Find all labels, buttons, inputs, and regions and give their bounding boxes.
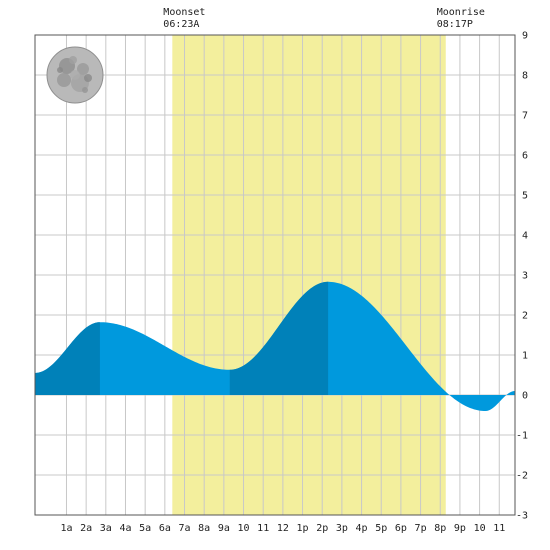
y-tick-label: 3	[522, 271, 528, 282]
moon-event-title: Moonrise	[437, 7, 485, 18]
x-tick-label: 8a	[198, 523, 210, 534]
tide-area-dark-segment	[35, 322, 100, 395]
moon-crater	[84, 74, 92, 82]
x-tick-label: 7a	[178, 523, 190, 534]
x-tick-label: 4p	[356, 523, 368, 534]
tide-area	[35, 281, 515, 411]
x-tick-label: 10	[474, 523, 486, 534]
x-tick-label: 2a	[80, 523, 92, 534]
y-tick-label: 1	[522, 351, 528, 362]
moon-crater	[77, 63, 89, 75]
x-tick-label: 4a	[119, 523, 131, 534]
moon-event-title: Moonset	[163, 7, 205, 18]
y-tick-label: 9	[522, 31, 528, 42]
moon-crater	[70, 70, 80, 80]
full-moon-icon	[46, 46, 104, 104]
y-tick-label: 6	[522, 151, 528, 162]
moon-event-time: 06:23A	[163, 19, 199, 30]
y-tick-label: -3	[516, 511, 528, 522]
moon-crater	[57, 73, 71, 87]
x-tick-label: 3p	[336, 523, 348, 534]
x-axis-labels: 1a 2a 3a 4a 5a 6a 7a 8a 9a 10 11 12 1p 2p 3p 4p 5p 6p 7p 8p…	[60, 523, 505, 534]
x-tick-label: 6p	[395, 523, 407, 534]
x-tick-label: 11	[493, 523, 505, 534]
x-tick-label: 5p	[375, 523, 387, 534]
y-tick-label: 0	[522, 391, 528, 402]
moon-event-time: 08:17P	[437, 19, 473, 30]
moon-crater	[69, 56, 77, 64]
x-tick-label: 6a	[159, 523, 171, 534]
plot-frame	[34, 34, 516, 516]
x-tick-label: 2p	[316, 523, 328, 534]
y-tick-label: 8	[522, 71, 528, 82]
y-tick-label: -1	[516, 431, 528, 442]
x-tick-label: 9p	[454, 523, 466, 534]
moon-crater	[57, 67, 63, 73]
x-tick-label: 1a	[60, 523, 72, 534]
x-tick-label: 8p	[434, 523, 446, 534]
x-tick-label: 11	[257, 523, 269, 534]
y-tick-label: -2	[516, 471, 528, 482]
y-tick-label: 7	[522, 111, 528, 122]
y-axis-labels: -3 -2 -1 0 1 2 3 4 5 6 7 8 9	[516, 31, 528, 522]
x-tick-label: 7p	[415, 523, 427, 534]
x-tick-label: 5a	[139, 523, 151, 534]
x-tick-label: 12	[277, 523, 289, 534]
x-tick-label: 1p	[297, 523, 309, 534]
tide-area-dark-segment	[229, 281, 329, 395]
y-tick-label: 2	[522, 311, 528, 322]
y-tick-label: 4	[522, 231, 528, 242]
x-tick-label: 10	[238, 523, 250, 534]
x-tick-label: 3a	[100, 523, 112, 534]
y-tick-label: 5	[522, 191, 528, 202]
x-tick-label: 9a	[218, 523, 230, 534]
moon-crater	[82, 87, 88, 93]
